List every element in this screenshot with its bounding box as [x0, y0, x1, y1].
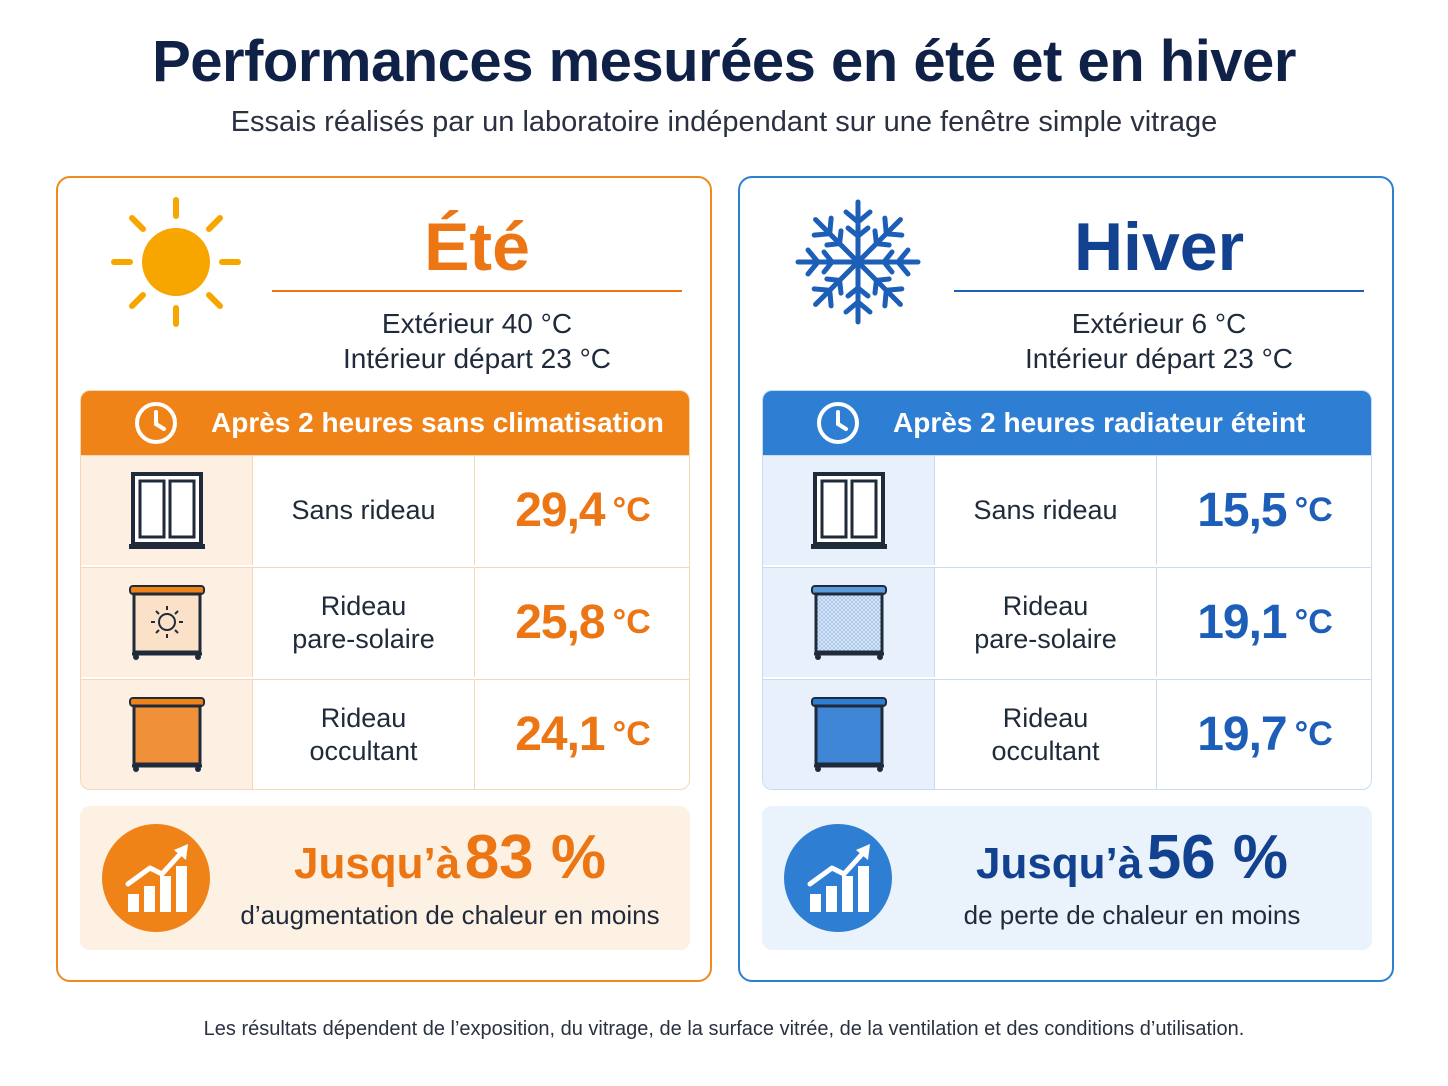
clock-icon: [135, 402, 177, 444]
disclaimer: Les résultats dépendent de l’exposition,…: [203, 1018, 1245, 1040]
sun-shade-curtain-icon: [128, 584, 205, 660]
blackout-curtain-icon: [128, 696, 205, 772]
winter-summary: Jusqu’à 56 % de perte de chaleur en moin…: [762, 806, 1372, 950]
summer-interior-temp: Intérieur départ 23 °C: [342, 343, 611, 374]
winter-header-label: Après 2 heures radiateur éteint: [893, 407, 1306, 438]
summer-summary: Jusqu’à 83 % d’augmentation de chaleur e…: [80, 806, 690, 950]
winter-gain-value: 56 %: [1146, 823, 1289, 892]
winter-results-table: Après 2 heures radiateur éteint Sans rid…: [762, 390, 1372, 790]
row-label: Rideau occultant: [253, 680, 475, 789]
summer-gain-value: 83 %: [464, 823, 607, 892]
summer-divider: [272, 290, 682, 292]
winter-table-header: Après 2 heures radiateur éteint: [763, 391, 1371, 455]
page-title: Performances mesurées en été et en hiver: [152, 29, 1296, 94]
winter-title: Hiver: [1073, 209, 1245, 285]
table-row: Rideau pare-solaire 25,8 °C: [81, 567, 689, 677]
table-row: Rideau occultant 24,1 °C: [81, 679, 689, 789]
row-label: Rideau pare-solaire: [253, 568, 475, 677]
summer-gain-text: d’augmentation de chaleur en moins: [240, 900, 660, 930]
summer-table-header: Après 2 heures sans climatisation: [81, 391, 689, 455]
window-icon: [810, 471, 887, 549]
winter-exterior-temp: Extérieur 6 °C: [1071, 308, 1247, 339]
summer-gain-prefix: Jusqu’à: [293, 839, 461, 888]
table-row: Rideau occultant 19,7 °C: [763, 679, 1371, 789]
winter-gain-prefix: Jusqu’à: [975, 839, 1143, 888]
temperature-value: 25,8: [515, 596, 605, 649]
blackout-curtain-icon: [810, 696, 887, 772]
temperature-unit: °C: [612, 603, 651, 641]
temperature-unit: °C: [612, 715, 651, 753]
table-row: Rideau pare-solaire 19,1 °C: [763, 567, 1371, 677]
summer-header-label: Après 2 heures sans climatisation: [211, 407, 664, 438]
page-subtitle: Essais réalisés par un laboratoire indép…: [230, 106, 1218, 138]
table-row: Sans rideau 15,5 °C: [763, 455, 1371, 565]
temperature-value: 29,4: [515, 484, 605, 537]
summer-title: Été: [424, 209, 530, 285]
temperature-value: 19,1: [1197, 596, 1287, 649]
clock-icon: [817, 402, 859, 444]
temperature-unit: °C: [612, 491, 651, 529]
temperature-unit: °C: [1294, 603, 1333, 641]
temperature-value: 19,7: [1197, 708, 1287, 761]
sun-shade-curtain-icon: [810, 584, 887, 660]
row-label: Rideau occultant: [935, 680, 1157, 789]
winter-interior-temp: Intérieur départ 23 °C: [1024, 343, 1293, 374]
temperature-value: 24,1: [515, 708, 605, 761]
row-label: Sans rideau: [935, 456, 1157, 565]
sun-icon: [111, 197, 241, 327]
temperature-unit: °C: [1294, 491, 1333, 529]
winter-gain-text: de perte de chaleur en moins: [963, 900, 1301, 930]
snowflake-icon: [795, 199, 921, 325]
winter-panel: Hiver Extérieur 6 °C Intérieur départ 23…: [738, 176, 1394, 982]
summer-results-table: Après 2 heures sans climatisation Sans r…: [80, 390, 690, 790]
table-row: Sans rideau 29,4 °C: [81, 455, 689, 565]
row-label: Rideau pare-solaire: [935, 568, 1157, 677]
window-icon: [128, 471, 205, 549]
growth-chart-icon: [102, 824, 210, 932]
summer-exterior-temp: Extérieur 40 °C: [381, 308, 573, 339]
winter-divider: [954, 290, 1364, 292]
row-label: Sans rideau: [253, 456, 475, 565]
temperature-unit: °C: [1294, 715, 1333, 753]
summer-panel: Été Extérieur 40 °C Intérieur départ 23 …: [56, 176, 712, 982]
growth-chart-icon: [784, 824, 892, 932]
temperature-value: 15,5: [1197, 484, 1287, 537]
